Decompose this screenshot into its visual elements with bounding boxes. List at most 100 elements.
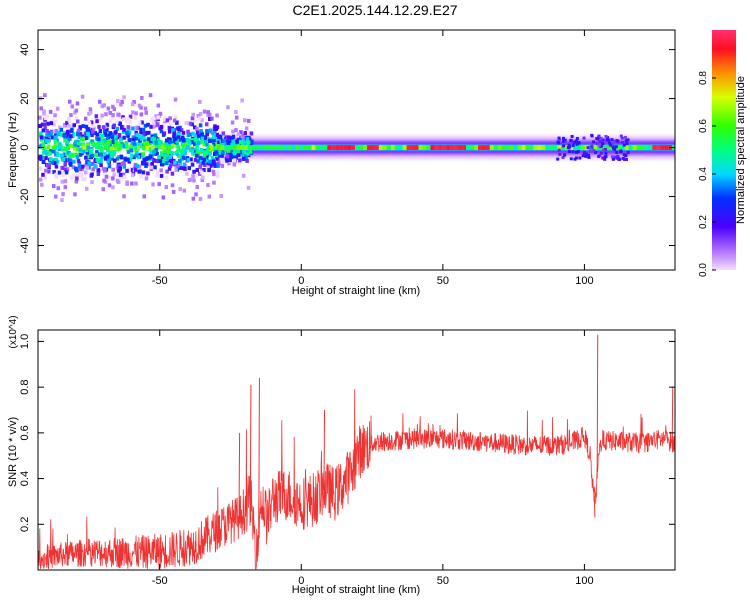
heatmap-cell xyxy=(172,131,176,136)
heatmap-cell xyxy=(97,160,101,164)
heatmap-cell xyxy=(41,160,46,164)
heatmap-cell xyxy=(175,141,179,145)
heatmap-cell xyxy=(120,99,124,104)
heatmap-cell xyxy=(87,121,92,126)
snr-xtick-label: 100 xyxy=(575,575,593,587)
heatmap-cell xyxy=(40,155,45,160)
heatmap-cell xyxy=(178,158,182,163)
heatmap-cell xyxy=(121,172,126,177)
heatmap-cell xyxy=(149,165,154,170)
heatmap-cell xyxy=(101,187,105,192)
heatmap-cell xyxy=(118,172,123,177)
heatmap-cell xyxy=(71,174,76,179)
heatmap-cell xyxy=(91,129,95,134)
heatmap-cell xyxy=(235,115,239,120)
heatmap-cell xyxy=(169,159,174,164)
heatmap-cell xyxy=(139,112,144,117)
heatmap-cell xyxy=(161,145,165,150)
heatmap-cell xyxy=(142,141,147,146)
heatmap-cell xyxy=(130,167,135,172)
heatmap-cell xyxy=(402,145,407,150)
heatmap-cell xyxy=(636,145,641,150)
heatmap-cell xyxy=(652,145,657,150)
heatmap-cell xyxy=(41,146,46,151)
heatmap-cell xyxy=(40,122,45,127)
heatmap-cell xyxy=(331,145,336,150)
heatmap-cell xyxy=(102,139,107,144)
heatmap-cell xyxy=(97,145,101,150)
heatmap-cell xyxy=(184,121,189,126)
heatmap-cell xyxy=(180,153,184,158)
heatmap-cell xyxy=(549,145,554,150)
heatmap-cell xyxy=(185,171,189,176)
heatmap-cell xyxy=(144,131,149,136)
heatmap-cell xyxy=(202,142,207,147)
heatmap-cell xyxy=(137,103,142,108)
heatmap-cell xyxy=(291,145,296,150)
heatmap-cell xyxy=(553,145,558,150)
heatmap-cell xyxy=(611,145,615,149)
heatmap-cell xyxy=(156,138,161,143)
heatmap-cell xyxy=(108,156,112,161)
colorbar-tick-label: 0.0 xyxy=(698,263,709,277)
heatmap-cell xyxy=(87,154,91,159)
spectrogram-plot: -50 0 50 100 -40 -20 0 20 40 Height of straight … xyxy=(7,29,676,297)
heatmap-cell xyxy=(608,141,612,145)
heatmap-cell xyxy=(212,127,217,131)
heatmap-cell xyxy=(110,153,114,158)
heatmap-cell xyxy=(62,152,67,157)
heatmap-cell xyxy=(84,136,88,141)
heatmap-cell xyxy=(219,157,223,162)
heatmap-cell xyxy=(97,124,101,129)
heatmap-cell xyxy=(185,145,190,150)
heatmap-cell xyxy=(51,135,55,140)
heatmap-cell xyxy=(167,125,172,130)
heatmap-cell xyxy=(218,135,223,140)
heatmap-cell xyxy=(101,133,105,138)
heatmap-cell xyxy=(163,117,167,122)
heatmap-cell xyxy=(557,136,561,140)
heatmap-cell xyxy=(51,149,56,154)
heatmap-cell xyxy=(569,138,573,142)
heatmap-cell xyxy=(143,138,147,143)
heatmap-cell xyxy=(230,136,235,141)
heatmap-cell xyxy=(65,140,69,145)
heatmap-cell xyxy=(196,140,201,145)
heatmap-cell xyxy=(100,149,104,154)
heatmap-cell xyxy=(38,156,43,161)
heatmap-cell xyxy=(170,140,174,145)
heatmap-cell xyxy=(152,116,156,121)
heatmap-cell xyxy=(213,143,218,148)
heatmap-cell xyxy=(170,151,175,156)
snr-ytick-label: 1.0 xyxy=(19,334,31,349)
heatmap-cell xyxy=(73,146,77,151)
heatmap-cell xyxy=(597,154,601,158)
heatmap-cell xyxy=(319,145,324,150)
heatmap-cell xyxy=(75,101,80,106)
heatmap-cell xyxy=(128,114,133,119)
heatmap-cell xyxy=(233,139,237,144)
heatmap-cell xyxy=(231,139,235,144)
heatmap-cell xyxy=(99,159,103,164)
heatmap-cell xyxy=(434,145,439,150)
heatmap-cell xyxy=(161,195,166,200)
heatmap-cell xyxy=(279,145,284,150)
heatmap-cell xyxy=(216,170,220,175)
heatmap-cell xyxy=(128,157,133,162)
heatmap-cell xyxy=(237,160,242,165)
heatmap-cell xyxy=(147,141,151,146)
snr-peak xyxy=(249,384,252,502)
heatmap-cell xyxy=(221,131,226,136)
heatmap-cell xyxy=(582,136,586,140)
heatmap-cell xyxy=(65,143,70,148)
heatmap-cell xyxy=(596,137,600,141)
heatmap-cell xyxy=(106,106,111,111)
heatmap-cell xyxy=(67,124,71,129)
heatmap-cell xyxy=(165,138,169,143)
heatmap-cell xyxy=(164,175,169,180)
heatmap-cell xyxy=(171,189,176,194)
heatmap-cell xyxy=(132,155,136,160)
heatmap-cell xyxy=(49,121,54,126)
heatmap-cell xyxy=(126,125,130,130)
heatmap-cell xyxy=(144,163,148,168)
